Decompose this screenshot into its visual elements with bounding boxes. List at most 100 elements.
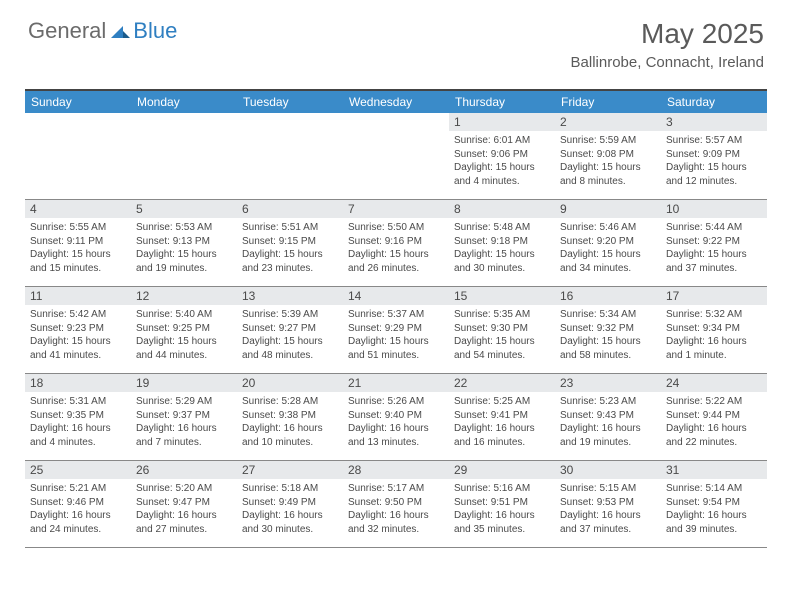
day-number: 6 <box>237 200 343 218</box>
day-body: Sunrise: 5:14 AMSunset: 9:54 PMDaylight:… <box>661 479 767 536</box>
daylight-text: Daylight: 16 hours and 1 minute. <box>666 335 762 362</box>
sunrise-text: Sunrise: 5:29 AM <box>136 395 232 409</box>
sunrise-text: Sunrise: 5:18 AM <box>242 482 338 496</box>
daylight-text: Daylight: 15 hours and 8 minutes. <box>560 161 656 188</box>
day-body: Sunrise: 5:17 AMSunset: 9:50 PMDaylight:… <box>343 479 449 536</box>
sunset-text: Sunset: 9:49 PM <box>242 496 338 510</box>
daylight-text: Daylight: 16 hours and 37 minutes. <box>560 509 656 536</box>
day-body: Sunrise: 5:39 AMSunset: 9:27 PMDaylight:… <box>237 305 343 362</box>
daylight-text: Daylight: 15 hours and 4 minutes. <box>454 161 550 188</box>
sunrise-text: Sunrise: 5:51 AM <box>242 221 338 235</box>
sunrise-text: Sunrise: 5:31 AM <box>30 395 126 409</box>
day-number <box>237 113 343 131</box>
day-body: Sunrise: 6:01 AMSunset: 9:06 PMDaylight:… <box>449 131 555 188</box>
day-cell: 18Sunrise: 5:31 AMSunset: 9:35 PMDayligh… <box>25 374 131 460</box>
day-number: 26 <box>131 461 237 479</box>
location-subtitle: Ballinrobe, Connacht, Ireland <box>571 54 764 71</box>
sunrise-text: Sunrise: 5:32 AM <box>666 308 762 322</box>
daylight-text: Daylight: 16 hours and 39 minutes. <box>666 509 762 536</box>
sunset-text: Sunset: 9:30 PM <box>454 322 550 336</box>
day-cell: 31Sunrise: 5:14 AMSunset: 9:54 PMDayligh… <box>661 461 767 547</box>
sunset-text: Sunset: 9:16 PM <box>348 235 444 249</box>
day-cell: 11Sunrise: 5:42 AMSunset: 9:23 PMDayligh… <box>25 287 131 373</box>
day-cell: 6Sunrise: 5:51 AMSunset: 9:15 PMDaylight… <box>237 200 343 286</box>
sunrise-text: Sunrise: 5:40 AM <box>136 308 232 322</box>
day-cell: 5Sunrise: 5:53 AMSunset: 9:13 PMDaylight… <box>131 200 237 286</box>
day-cell: 9Sunrise: 5:46 AMSunset: 9:20 PMDaylight… <box>555 200 661 286</box>
daylight-text: Daylight: 16 hours and 13 minutes. <box>348 422 444 449</box>
weeks-container: 1Sunrise: 6:01 AMSunset: 9:06 PMDaylight… <box>25 113 767 548</box>
sunrise-text: Sunrise: 5:25 AM <box>454 395 550 409</box>
sunset-text: Sunset: 9:41 PM <box>454 409 550 423</box>
day-number: 14 <box>343 287 449 305</box>
day-number: 22 <box>449 374 555 392</box>
sunset-text: Sunset: 9:11 PM <box>30 235 126 249</box>
sunset-text: Sunset: 9:44 PM <box>666 409 762 423</box>
sunrise-text: Sunrise: 6:01 AM <box>454 134 550 148</box>
day-of-week-cell: Sunday <box>25 91 131 113</box>
sunrise-text: Sunrise: 5:57 AM <box>666 134 762 148</box>
day-body: Sunrise: 5:53 AMSunset: 9:13 PMDaylight:… <box>131 218 237 275</box>
day-cell <box>131 113 237 199</box>
week-row: 1Sunrise: 6:01 AMSunset: 9:06 PMDaylight… <box>25 113 767 200</box>
day-number: 23 <box>555 374 661 392</box>
day-number: 20 <box>237 374 343 392</box>
daylight-text: Daylight: 15 hours and 34 minutes. <box>560 248 656 275</box>
day-number: 12 <box>131 287 237 305</box>
day-cell: 17Sunrise: 5:32 AMSunset: 9:34 PMDayligh… <box>661 287 767 373</box>
day-cell: 24Sunrise: 5:22 AMSunset: 9:44 PMDayligh… <box>661 374 767 460</box>
day-body: Sunrise: 5:48 AMSunset: 9:18 PMDaylight:… <box>449 218 555 275</box>
day-cell: 13Sunrise: 5:39 AMSunset: 9:27 PMDayligh… <box>237 287 343 373</box>
day-cell: 20Sunrise: 5:28 AMSunset: 9:38 PMDayligh… <box>237 374 343 460</box>
day-body: Sunrise: 5:46 AMSunset: 9:20 PMDaylight:… <box>555 218 661 275</box>
day-cell <box>343 113 449 199</box>
logo: General Blue <box>28 18 177 44</box>
day-body: Sunrise: 5:55 AMSunset: 9:11 PMDaylight:… <box>25 218 131 275</box>
day-cell: 8Sunrise: 5:48 AMSunset: 9:18 PMDaylight… <box>449 200 555 286</box>
sunset-text: Sunset: 9:47 PM <box>136 496 232 510</box>
day-number: 11 <box>25 287 131 305</box>
sunset-text: Sunset: 9:38 PM <box>242 409 338 423</box>
daylight-text: Daylight: 16 hours and 10 minutes. <box>242 422 338 449</box>
daylight-text: Daylight: 15 hours and 26 minutes. <box>348 248 444 275</box>
day-of-week-cell: Wednesday <box>343 91 449 113</box>
sunset-text: Sunset: 9:46 PM <box>30 496 126 510</box>
day-cell: 30Sunrise: 5:15 AMSunset: 9:53 PMDayligh… <box>555 461 661 547</box>
day-number: 3 <box>661 113 767 131</box>
day-cell <box>237 113 343 199</box>
day-body: Sunrise: 5:37 AMSunset: 9:29 PMDaylight:… <box>343 305 449 362</box>
daylight-text: Daylight: 15 hours and 19 minutes. <box>136 248 232 275</box>
sunset-text: Sunset: 9:54 PM <box>666 496 762 510</box>
day-number: 19 <box>131 374 237 392</box>
day-body: Sunrise: 5:26 AMSunset: 9:40 PMDaylight:… <box>343 392 449 449</box>
day-cell: 4Sunrise: 5:55 AMSunset: 9:11 PMDaylight… <box>25 200 131 286</box>
sunrise-text: Sunrise: 5:20 AM <box>136 482 232 496</box>
page-header: General Blue May 2025 Ballinrobe, Connac… <box>0 0 792 79</box>
day-body: Sunrise: 5:35 AMSunset: 9:30 PMDaylight:… <box>449 305 555 362</box>
logo-triangle-icon <box>111 22 131 43</box>
day-body: Sunrise: 5:23 AMSunset: 9:43 PMDaylight:… <box>555 392 661 449</box>
month-title: May 2025 <box>571 18 764 50</box>
day-body: Sunrise: 5:22 AMSunset: 9:44 PMDaylight:… <box>661 392 767 449</box>
sunset-text: Sunset: 9:13 PM <box>136 235 232 249</box>
daylight-text: Daylight: 15 hours and 15 minutes. <box>30 248 126 275</box>
day-number: 10 <box>661 200 767 218</box>
day-number: 24 <box>661 374 767 392</box>
day-cell: 22Sunrise: 5:25 AMSunset: 9:41 PMDayligh… <box>449 374 555 460</box>
sunrise-text: Sunrise: 5:16 AM <box>454 482 550 496</box>
sunset-text: Sunset: 9:18 PM <box>454 235 550 249</box>
day-body: Sunrise: 5:40 AMSunset: 9:25 PMDaylight:… <box>131 305 237 362</box>
sunrise-text: Sunrise: 5:21 AM <box>30 482 126 496</box>
daylight-text: Daylight: 15 hours and 48 minutes. <box>242 335 338 362</box>
day-body: Sunrise: 5:31 AMSunset: 9:35 PMDaylight:… <box>25 392 131 449</box>
day-number: 9 <box>555 200 661 218</box>
sunrise-text: Sunrise: 5:46 AM <box>560 221 656 235</box>
sunset-text: Sunset: 9:25 PM <box>136 322 232 336</box>
sunset-text: Sunset: 9:06 PM <box>454 148 550 162</box>
day-cell: 23Sunrise: 5:23 AMSunset: 9:43 PMDayligh… <box>555 374 661 460</box>
day-body: Sunrise: 5:44 AMSunset: 9:22 PMDaylight:… <box>661 218 767 275</box>
day-number: 30 <box>555 461 661 479</box>
day-number: 15 <box>449 287 555 305</box>
daylight-text: Daylight: 16 hours and 22 minutes. <box>666 422 762 449</box>
sunrise-text: Sunrise: 5:26 AM <box>348 395 444 409</box>
